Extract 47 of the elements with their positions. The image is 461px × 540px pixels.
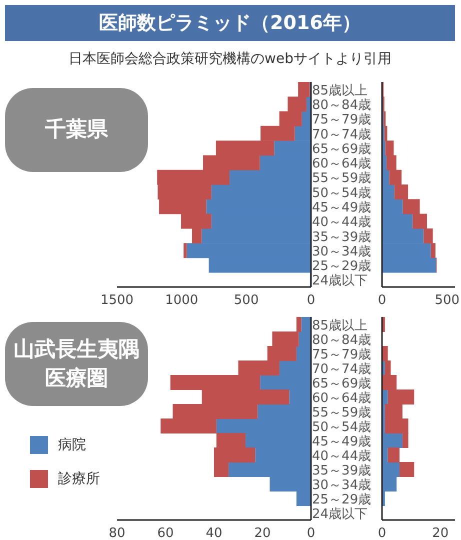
x-tick-label: 1000 bbox=[165, 293, 198, 308]
x-tick-label: 1500 bbox=[100, 293, 134, 308]
y-tick-label: 65～69歳 bbox=[312, 376, 372, 392]
chart-subtitle: 日本医師会総合政策研究機構のwebサイトより引用 bbox=[68, 50, 392, 68]
y-tick-label: 75～79歳 bbox=[312, 347, 372, 362]
y-tick-label: 70～74歳 bbox=[312, 127, 372, 142]
x-tick-label: 80 bbox=[108, 526, 126, 540]
y-tick-label: 35～39歳 bbox=[312, 230, 372, 245]
y-tick-label: 45～49歳 bbox=[312, 434, 372, 450]
y-tick-label: 40～44歳 bbox=[312, 448, 372, 464]
y-tick-label: 55～59歳 bbox=[312, 171, 372, 186]
y-tick-label: 45～49歳 bbox=[312, 200, 372, 216]
y-tick-label: 35～39歳 bbox=[312, 463, 372, 478]
y-tick-label: 50～54歳 bbox=[312, 420, 372, 435]
y-tick-label: 24歳以下 bbox=[312, 506, 368, 522]
chart-title: 医師数ピラミッド（2016年） bbox=[5, 5, 455, 41]
legend-label: 診療所 bbox=[58, 470, 100, 488]
x-tick-label: 40 bbox=[206, 526, 222, 540]
y-tick-label: 40～44歳 bbox=[312, 215, 372, 230]
y-tick-label: 24歳以下 bbox=[312, 274, 368, 289]
y-tick-label: 80～84歳 bbox=[312, 332, 372, 348]
y-tick-label: 80～84歳 bbox=[312, 98, 372, 113]
x-tick-label: 60 bbox=[157, 526, 174, 540]
y-tick-label: 25～29歳 bbox=[312, 259, 372, 274]
y-tick-label: 85歳以上 bbox=[312, 318, 368, 334]
x-tick-label: 0 bbox=[306, 526, 316, 540]
text: 千葉県 bbox=[45, 116, 108, 144]
y-tick-label: 65～69歳 bbox=[312, 142, 372, 157]
x-tick-label: 0 bbox=[306, 293, 316, 308]
annotation: 山武長生夷隅医療圏 bbox=[13, 336, 140, 392]
y-tick-label: 55～59歳 bbox=[312, 405, 372, 420]
x-tick-label: 0 bbox=[378, 526, 386, 540]
x-tick-label: 20 bbox=[254, 526, 271, 540]
y-tick-label: 75～79歳 bbox=[312, 112, 372, 128]
y-tick-label: 50～54歳 bbox=[312, 186, 372, 201]
x-tick-label: 20 bbox=[432, 526, 449, 540]
legend-label: 病院 bbox=[58, 436, 86, 454]
y-tick-label: 85歳以上 bbox=[312, 83, 368, 98]
y-tick-label: 30～34歳 bbox=[312, 478, 372, 493]
y-tick-label: 30～34歳 bbox=[312, 244, 372, 260]
x-tick-label: 500 bbox=[434, 293, 460, 308]
y-tick-label: 25～29歳 bbox=[312, 492, 372, 508]
y-tick-label: 60～64歳 bbox=[312, 156, 372, 172]
x-tick-label: 0 bbox=[378, 293, 386, 308]
x-tick-label: 500 bbox=[234, 293, 259, 308]
y-tick-label: 70～74歳 bbox=[312, 362, 372, 377]
y-tick-label: 60～64歳 bbox=[312, 390, 372, 406]
